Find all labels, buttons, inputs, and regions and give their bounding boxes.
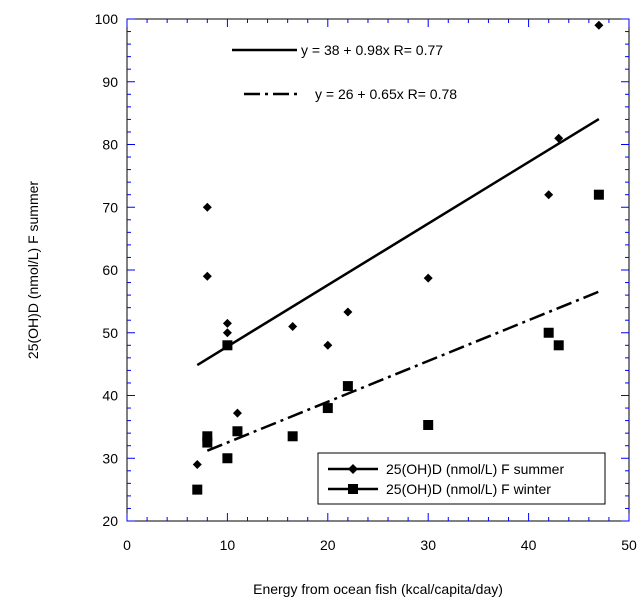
data-point-summer [544,190,554,200]
legend-marker-winter [348,484,358,494]
y-tick-label: 80 [102,137,118,153]
y-tick-label: 70 [102,199,118,215]
data-point-summer [232,408,242,418]
y-tick-label: 60 [102,262,118,278]
data-point-winter [222,453,233,464]
x-tick-label: 0 [123,537,131,553]
legend-marker-summer [348,464,358,474]
y-tick-labels: 20 30 40 50 60 70 80 90 100 [95,11,119,529]
data-point-summer [222,328,232,338]
y-tick-label: 30 [102,450,118,466]
x-tick-label: 10 [220,537,236,553]
data-point-winter [232,426,243,437]
data-point-summer [202,202,212,212]
y-tick-label: 50 [102,325,118,341]
legend-label-winter: 25(OH)D (nmol/L) F winter [386,481,551,497]
data-point-summer [594,20,604,30]
y-tick-label: 100 [95,11,119,27]
data-point-summer [202,271,212,281]
data-point-winter [543,327,554,338]
data-point-winter [342,381,353,392]
data-point-winter [322,403,333,414]
fit-line-summer [196,117,600,367]
data-point-winter [423,419,434,430]
axis-ticks [126,18,630,522]
x-tick-labels: 0 10 20 30 40 50 [123,537,637,553]
x-tick-label: 30 [420,537,436,553]
data-points [192,20,604,495]
legend-box [317,452,606,505]
fit-lines [196,117,600,452]
data-point-winter [202,437,213,448]
annotation-summer: y = 38 + 0.98x R= 0.77 [301,42,443,58]
data-point-winter [593,189,604,200]
data-point-winter [553,340,564,351]
data-point-summer [323,340,333,350]
data-point-summer [288,321,298,331]
y-tick-label: 90 [102,74,118,90]
y-tick-label: 20 [102,513,118,529]
x-tick-label: 40 [521,537,537,553]
annotation-winter: y = 26 + 0.65x R= 0.78 [315,86,457,102]
fit-line-winter [206,290,600,452]
x-tick-label: 50 [621,537,637,553]
data-point-winter [202,431,213,442]
y-tick-label: 40 [102,388,118,404]
legend: 25(OH)D (nmol/L) F summer 25(OH)D (nmol/… [317,452,606,505]
legend-label-summer: 25(OH)D (nmol/L) F summer [386,461,564,477]
data-point-winter [287,431,298,442]
x-tick-label: 20 [320,537,336,553]
data-point-summer [554,133,564,143]
y-axis-title: 25(OH)D (nmol/L) F summer [25,181,41,359]
data-point-summer [222,318,232,328]
data-point-summer [192,460,202,470]
data-point-winter [222,340,233,351]
data-point-summer [343,307,353,317]
data-point-summer [423,273,433,283]
data-point-winter [192,484,203,495]
x-axis-title: Energy from ocean fish (kcal/capita/day) [253,581,503,597]
